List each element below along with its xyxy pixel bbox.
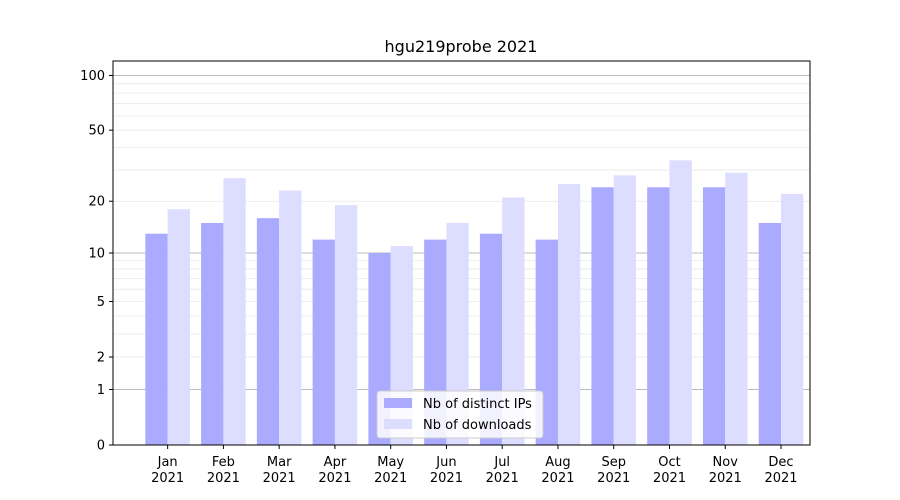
y-tick-label: 100 [80, 69, 105, 84]
x-tick-label-year: 2021 [374, 471, 407, 486]
bar-downloads [167, 209, 190, 445]
y-tick-label: 5 [97, 295, 105, 310]
x-tick-label-year: 2021 [653, 471, 686, 486]
legend-label: Nb of distinct IPs [423, 397, 532, 412]
bar-distinct-ips [591, 187, 614, 445]
legend: Nb of distinct IPs Nb of downloads [376, 390, 544, 439]
bar-downloads [557, 184, 581, 446]
bar-downloads [279, 190, 302, 445]
x-tick-label-month: Nov [713, 455, 739, 470]
y-tick-label: 0 [97, 439, 105, 454]
bar-distinct-ips [145, 233, 168, 445]
bar-downloads [725, 172, 748, 445]
x-tick-label-month: Jul [493, 455, 510, 470]
bar-downloads [446, 222, 469, 445]
bars [145, 160, 804, 446]
legend-label: Nb of downloads [423, 418, 532, 433]
x-tick-label-year: 2021 [207, 471, 240, 486]
x-tick-label-month: Mar [267, 455, 292, 470]
x-tick-label-month: May [377, 455, 404, 470]
x-tick-label-year: 2021 [597, 471, 630, 486]
x-tick-label-month: Jan [157, 455, 178, 470]
legend-box [376, 390, 544, 439]
x-tick-label-year: 2021 [318, 471, 351, 486]
legend-swatch [384, 419, 412, 429]
x-tick-label-month: Dec [768, 455, 793, 470]
x-tick-label-month: Sep [601, 455, 626, 470]
x-tick-label-year: 2021 [263, 471, 296, 486]
y-tick-label: 2 [97, 351, 105, 366]
chart-title: hgu219probe 2021 [385, 37, 538, 56]
x-tick-label-year: 2021 [764, 471, 797, 486]
y-tick-label: 10 [88, 247, 105, 262]
x-tick-label-month: Apr [324, 455, 347, 470]
bar-downloads [669, 160, 692, 445]
x-tick-label-month: Jun [435, 455, 456, 470]
y-tick-label: 50 [88, 124, 105, 139]
bar-distinct-ips [702, 187, 726, 445]
bar-downloads [502, 197, 525, 445]
bar-distinct-ips [758, 222, 782, 445]
x-tick-label-month: Oct [658, 455, 680, 470]
x-tick-label-year: 2021 [151, 471, 184, 486]
bar-distinct-ips [256, 218, 280, 445]
bar-downloads [334, 205, 358, 445]
x-tick-label-year: 2021 [709, 471, 742, 486]
x-tick-label-year: 2021 [430, 471, 463, 486]
legend-swatch [384, 398, 412, 408]
y-tick-label: 1 [97, 383, 105, 398]
x-axis-ticks: Jan2021Feb2021Mar2021Apr2021May2021Jun20… [151, 445, 798, 486]
bar-downloads [613, 175, 637, 445]
x-tick-label-year: 2021 [486, 471, 519, 486]
bar-distinct-ips [312, 239, 335, 445]
y-axis-ticks: 0 1 2 5 10 20 50 100 [80, 69, 113, 454]
bar-downloads [781, 193, 804, 445]
bar-downloads [223, 178, 246, 446]
y-tick-label: 20 [88, 195, 105, 210]
x-tick-label-month: Aug [545, 455, 570, 470]
x-tick-label-year: 2021 [541, 471, 574, 486]
bar-distinct-ips [201, 222, 224, 445]
x-tick-label-month: Feb [212, 455, 235, 470]
bar-distinct-ips [647, 187, 670, 445]
